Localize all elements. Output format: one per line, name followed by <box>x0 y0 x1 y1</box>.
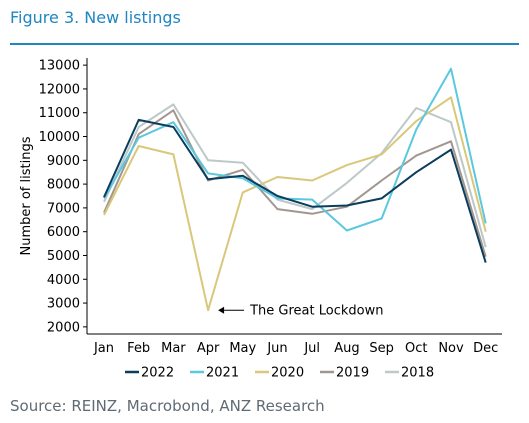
y-tick-label: 5000 <box>47 249 80 264</box>
legend-label: 2020 <box>271 366 304 381</box>
y-tick-label: 13000 <box>39 59 80 74</box>
series-line-2021 <box>103 67 487 232</box>
y-tick-label: 7000 <box>47 201 80 216</box>
series-line-2022 <box>103 118 487 263</box>
x-tick-label: Sep <box>369 341 394 356</box>
x-tick-label: Jun <box>266 341 287 356</box>
x-tick-label: Jan <box>93 341 114 356</box>
chart-axes: 2000 3000 4000 5000 6000 7000 8000 9000 10000 110… <box>19 58 502 356</box>
x-tick-label: Aug <box>334 341 359 356</box>
y-tick-label: 11000 <box>39 106 80 121</box>
series-line-2020 <box>103 96 487 312</box>
legend-item-2022: 2022 <box>125 366 174 381</box>
legend-item-2020: 2020 <box>255 366 304 381</box>
series-line-2018 <box>103 103 487 248</box>
legend-label: 2019 <box>336 366 369 381</box>
y-tick-label: 9000 <box>47 154 80 169</box>
legend-item-2019: 2019 <box>320 366 369 381</box>
series-line-2019 <box>103 109 487 257</box>
y-axis-title: Number of listings <box>19 136 34 255</box>
y-tick-label: 4000 <box>47 273 80 288</box>
legend-label: 2021 <box>206 366 239 381</box>
x-tick-label: Feb <box>127 341 150 356</box>
annotation-label: The Great Lockdown <box>249 304 383 319</box>
y-tick-label: 2000 <box>47 320 80 335</box>
x-tick-label: Nov <box>438 341 464 356</box>
x-tick-label: Dec <box>473 341 498 356</box>
x-tick-label: Apr <box>197 341 220 356</box>
title-divider <box>10 43 519 45</box>
legend-item-2021: 2021 <box>190 366 239 381</box>
chart-legend: 2022 2021 2020 2019 2018 <box>125 366 434 381</box>
x-tick-label: Jul <box>303 341 320 356</box>
chart-series <box>103 67 487 312</box>
legend-label: 2018 <box>401 366 434 381</box>
x-tick-label: May <box>229 341 256 356</box>
x-tick-label: Oct <box>405 341 427 356</box>
figure-title: Figure 3. New listings <box>10 8 181 27</box>
source-note: Source: REINZ, Macrobond, ANZ Research <box>10 397 325 415</box>
legend-label: 2022 <box>141 366 174 381</box>
chart-annotations: The Great Lockdown <box>218 304 383 319</box>
y-tick-label: 3000 <box>47 297 80 312</box>
x-tick-label: Mar <box>161 341 186 356</box>
y-tick-label: 10000 <box>39 130 80 145</box>
annotation-arrow-icon <box>218 306 225 314</box>
legend-item-2018: 2018 <box>385 366 434 381</box>
y-tick-label: 8000 <box>47 178 80 193</box>
y-tick-label: 12000 <box>39 82 80 97</box>
y-tick-label: 6000 <box>47 225 80 240</box>
